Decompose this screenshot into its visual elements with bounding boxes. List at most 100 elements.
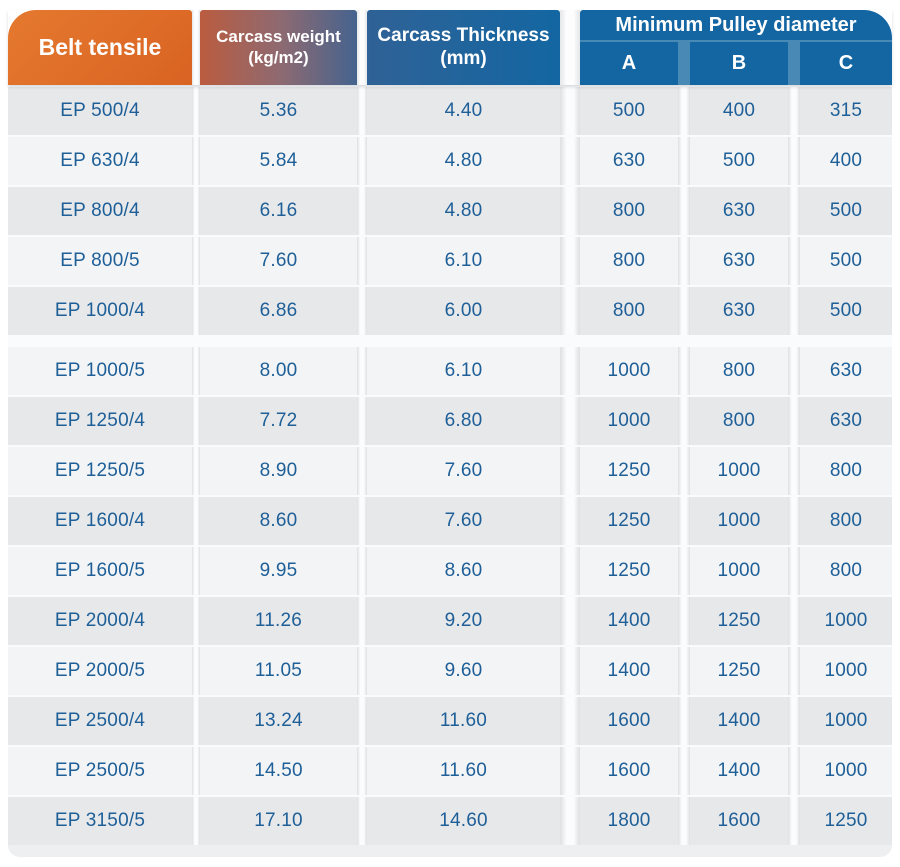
column-separator <box>192 447 200 495</box>
pulley-a-cell: 1600 <box>580 747 678 795</box>
column-separator <box>678 287 690 335</box>
carcass-thickness-cell: 9.20 <box>367 597 560 645</box>
pulley-b-cell: 1000 <box>690 447 788 495</box>
column-separator <box>788 647 800 695</box>
column-separator <box>192 137 200 185</box>
column-separator <box>678 137 690 185</box>
subheader-divider <box>788 42 800 85</box>
column-separator <box>788 137 800 185</box>
column-separator <box>788 747 800 795</box>
table-header: Belt tensile Carcass weight (kg/m2) Carc… <box>8 10 892 85</box>
header-divider <box>580 40 892 42</box>
pulley-b-cell: 630 <box>690 237 788 285</box>
table-row: EP 3150/5 17.10 14.60 1800 1600 1250 <box>8 797 892 845</box>
column-separator <box>788 287 800 335</box>
column-separator <box>357 747 367 795</box>
carcass-thickness-cell: 14.60 <box>367 797 560 845</box>
pulley-c-cell: 800 <box>800 497 892 545</box>
column-separator <box>678 447 690 495</box>
column-separator <box>560 87 580 135</box>
carcass-weight-cell: 7.72 <box>200 397 357 445</box>
column-separator <box>192 287 200 335</box>
belt-tensile-cell: EP 2000/4 <box>8 597 192 645</box>
header-carcass-weight-unit: (kg/m2) <box>248 47 309 67</box>
table-row: EP 500/4 5.36 4.40 500 400 315 <box>8 87 892 135</box>
belt-tensile-cell: EP 630/4 <box>8 137 192 185</box>
column-separator <box>192 797 200 845</box>
carcass-thickness-cell: 6.00 <box>367 287 560 335</box>
column-separator <box>678 187 690 235</box>
column-separator <box>560 747 580 795</box>
pulley-c-cell: 1000 <box>800 697 892 745</box>
carcass-thickness-cell: 4.80 <box>367 137 560 185</box>
carcass-thickness-cell: 7.60 <box>367 497 560 545</box>
column-separator <box>357 597 367 645</box>
header-carcass-thickness-label: Carcass Thickness <box>377 24 550 46</box>
column-separator <box>560 287 580 335</box>
header-minimum-pulley-diameter-label: Minimum Pulley diameter <box>615 13 857 36</box>
carcass-thickness-cell: 4.40 <box>367 87 560 135</box>
belt-tensile-cell: EP 1000/4 <box>8 287 192 335</box>
pulley-b-cell: 1600 <box>690 797 788 845</box>
carcass-thickness-cell: 11.60 <box>367 697 560 745</box>
table-body: EP 500/4 5.36 4.40 500 400 315 EP 630/4 5.84 4.8… <box>8 85 892 845</box>
column-separator <box>357 647 367 695</box>
column-separator <box>678 397 690 445</box>
pulley-a-cell: 800 <box>580 187 678 235</box>
pulley-a-cell: 800 <box>580 287 678 335</box>
table-row: EP 1250/4 7.72 6.80 1000 800 630 <box>8 397 892 445</box>
subheader-divider <box>678 42 690 85</box>
pulley-a-cell: 1400 <box>580 597 678 645</box>
column-separator <box>788 347 800 395</box>
belt-tensile-cell: EP 2500/4 <box>8 697 192 745</box>
row-separator <box>8 795 892 797</box>
carcass-weight-cell: 6.86 <box>200 287 357 335</box>
belt-tensile-cell: EP 1250/4 <box>8 397 192 445</box>
table-row: EP 800/5 7.60 6.10 800 630 500 <box>8 237 892 285</box>
pulley-a-cell: 500 <box>580 87 678 135</box>
belt-tensile-cell: EP 500/4 <box>8 87 192 135</box>
pulley-a-cell: 1600 <box>580 697 678 745</box>
column-separator <box>192 647 200 695</box>
column-separator <box>560 347 580 395</box>
carcass-thickness-cell: 9.60 <box>367 647 560 695</box>
section-separator <box>8 335 892 347</box>
column-separator <box>357 497 367 545</box>
pulley-a-cell: 630 <box>580 137 678 185</box>
pulley-b-cell: 1400 <box>690 747 788 795</box>
row-separator <box>8 235 892 237</box>
pulley-c-cell: 1000 <box>800 747 892 795</box>
column-separator <box>192 747 200 795</box>
column-separator <box>192 547 200 595</box>
pulley-b-cell: 1250 <box>690 647 788 695</box>
column-separator <box>788 697 800 745</box>
column-separator <box>357 237 367 285</box>
header-carcass-thickness-unit: (mm) <box>440 47 487 69</box>
column-separator <box>560 187 580 235</box>
column-separator <box>560 697 580 745</box>
column-separator <box>560 647 580 695</box>
pulley-b-cell: 1000 <box>690 497 788 545</box>
carcass-weight-cell: 14.50 <box>200 747 357 795</box>
carcass-weight-cell: 13.24 <box>200 697 357 745</box>
column-separator <box>357 137 367 185</box>
column-separator <box>788 87 800 135</box>
belt-tensile-cell: EP 2500/5 <box>8 747 192 795</box>
belt-specification-table: Belt tensile Carcass weight (kg/m2) Carc… <box>8 10 892 857</box>
column-separator <box>192 697 200 745</box>
pulley-b-cell: 400 <box>690 87 788 135</box>
column-separator <box>357 10 367 85</box>
column-separator <box>192 10 200 85</box>
table-row: EP 1000/4 6.86 6.00 800 630 500 <box>8 287 892 335</box>
column-separator <box>678 597 690 645</box>
carcass-weight-cell: 11.05 <box>200 647 357 695</box>
table-row: EP 2000/5 11.05 9.60 1400 1250 1000 <box>8 647 892 695</box>
row-separator <box>8 285 892 287</box>
row-separator <box>8 395 892 397</box>
column-separator <box>560 237 580 285</box>
pulley-c-cell: 1000 <box>800 647 892 695</box>
carcass-weight-cell: 8.90 <box>200 447 357 495</box>
header-carcass-weight: Carcass weight (kg/m2) <box>200 10 357 85</box>
column-separator <box>192 347 200 395</box>
carcass-weight-cell: 9.95 <box>200 547 357 595</box>
